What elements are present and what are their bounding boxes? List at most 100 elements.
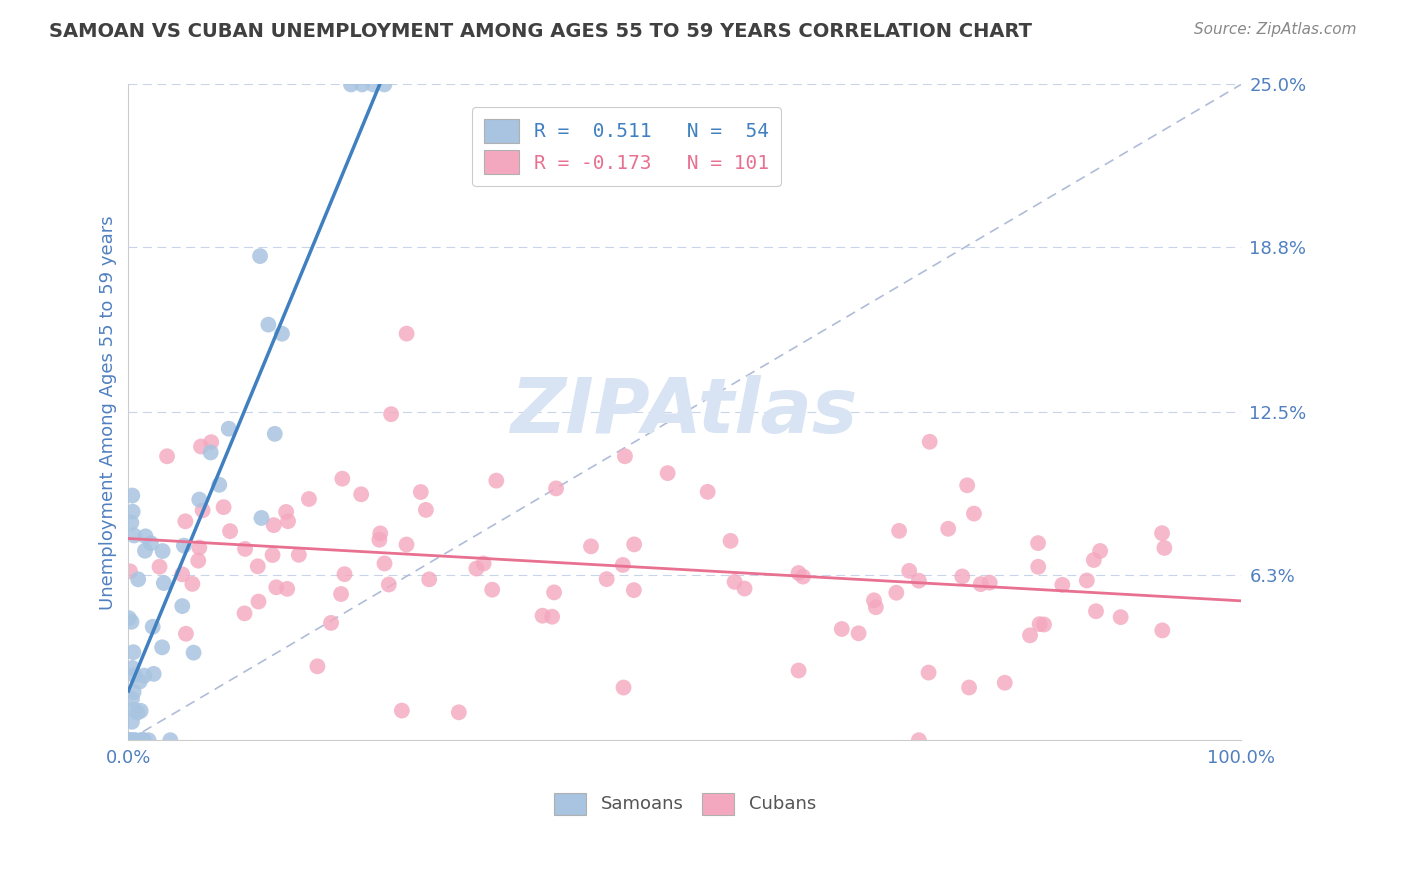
Point [1033,617,1056,632]
Point [378,577,401,591]
Point [187,554,209,568]
Point [132,733,155,747]
Point [200,435,222,450]
Point [917,665,939,680]
Point [121,489,143,503]
Point [1088,544,1111,558]
Point [118,733,141,747]
Point [720,533,742,548]
Point [159,733,181,747]
Point [188,492,211,507]
Point [373,557,395,571]
Point [132,733,155,747]
Point [1026,536,1049,550]
Point [191,503,214,517]
Point [120,516,142,530]
Point [415,503,437,517]
Point [121,714,143,729]
Point [1150,526,1173,541]
Point [472,557,495,571]
Point [307,659,329,673]
Point [340,78,363,92]
Point [936,522,959,536]
Point [319,615,342,630]
Point [368,526,391,541]
Point [957,681,980,695]
Point [391,704,413,718]
Text: Source: ZipAtlas.com: Source: ZipAtlas.com [1194,22,1357,37]
Point [262,548,284,562]
Point [120,733,142,747]
Point [150,640,173,655]
Point [1083,553,1105,567]
Point [174,514,197,528]
Point [139,536,162,550]
Point [121,615,143,629]
Point [264,580,287,594]
Text: SAMOAN VS CUBAN UNEMPLOYMENT AMONG AGES 55 TO 59 YEARS CORRELATION CHART: SAMOAN VS CUBAN UNEMPLOYMENT AMONG AGES … [49,22,1032,41]
Point [156,450,179,464]
Point [132,733,155,747]
Point [848,626,870,640]
Point [595,572,617,586]
Point [127,706,149,720]
Point [127,572,149,586]
Point [1153,541,1175,555]
Point [956,478,979,492]
Point [138,733,160,747]
Point [787,664,810,678]
Point [200,445,222,459]
Point [994,675,1017,690]
Point [148,559,170,574]
Point [124,733,146,747]
Legend: Samoans, Cubans: Samoans, Cubans [547,785,823,822]
Point [142,620,165,634]
Point [333,567,356,582]
Point [212,500,235,515]
Point [918,434,941,449]
Point [276,505,298,519]
Point [696,484,718,499]
Point [129,733,152,747]
Point [1085,604,1108,618]
Point [174,626,197,640]
Point [263,426,285,441]
Point [380,407,402,421]
Point [1109,610,1132,624]
Point [863,593,886,607]
Point [134,529,156,543]
Point [1152,624,1174,638]
Point [208,477,231,491]
Point [352,78,374,92]
Point [122,685,145,699]
Point [447,706,470,720]
Point [541,609,564,624]
Point [368,533,391,547]
Point [1019,628,1042,642]
Point [970,577,993,591]
Point [330,472,353,486]
Point [124,733,146,747]
Point [1028,617,1050,632]
Point [1026,559,1049,574]
Point [218,422,240,436]
Point [233,541,256,556]
Point [579,539,602,553]
Point [350,487,373,501]
Point [409,485,432,500]
Point [612,558,634,572]
Point [1052,578,1074,592]
Point [250,511,273,525]
Point [831,622,853,636]
Point [134,668,156,682]
Point [792,569,814,583]
Point [298,491,321,506]
Point [418,572,440,586]
Point [276,582,298,596]
Point [129,704,152,718]
Text: ZIPAtlas: ZIPAtlas [510,376,859,450]
Point [898,564,921,578]
Point [117,733,139,747]
Point [152,544,174,558]
Point [134,543,156,558]
